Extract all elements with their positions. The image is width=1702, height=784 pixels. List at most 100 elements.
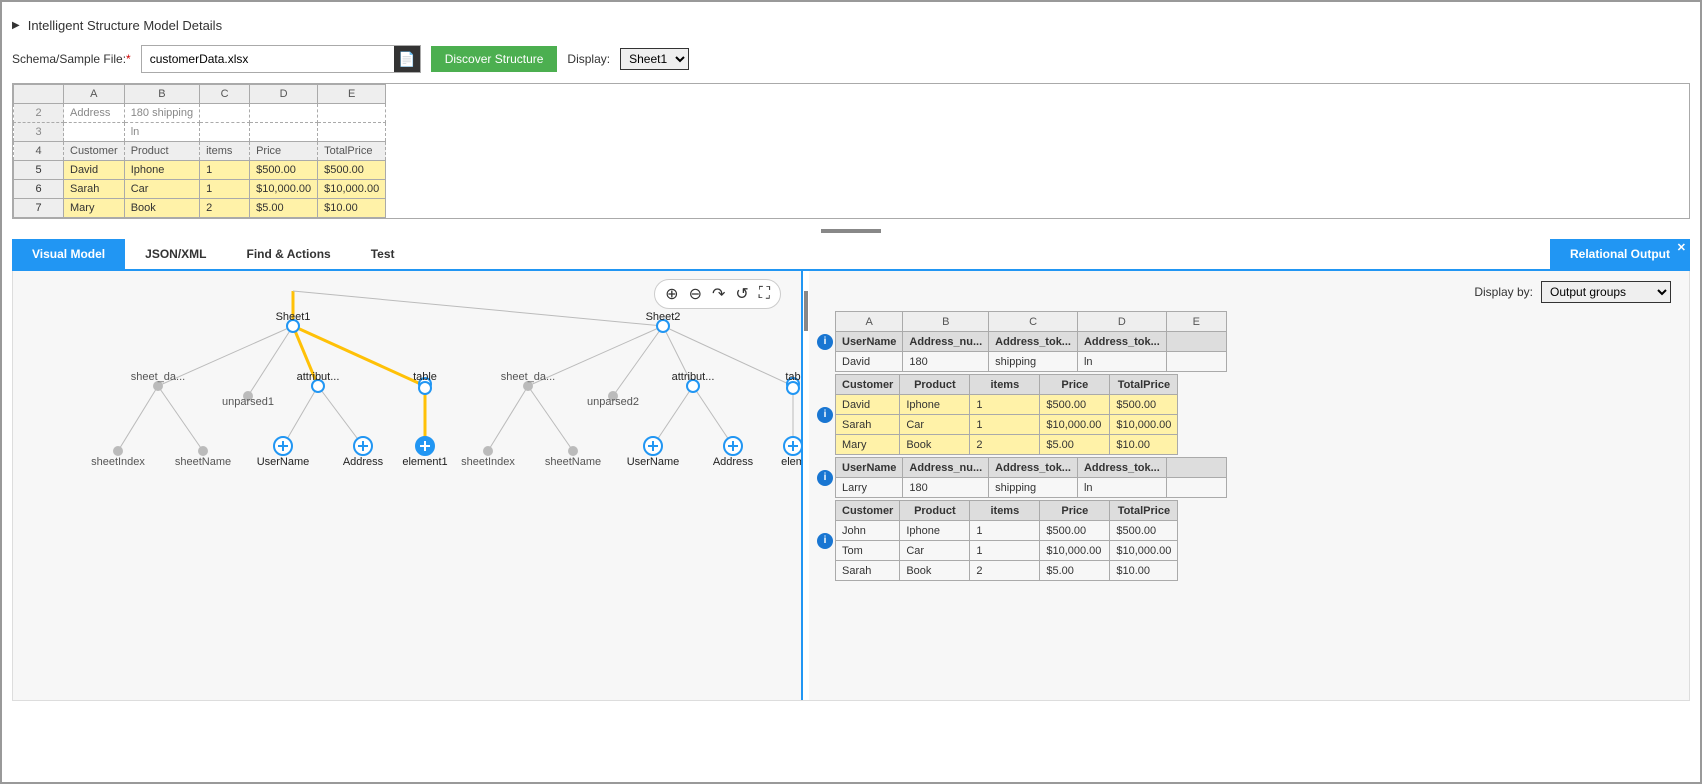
cell[interactable]: Sarah — [64, 180, 125, 199]
cell[interactable]: Customer — [64, 142, 125, 161]
cell[interactable]: UserName — [836, 332, 903, 352]
cell[interactable]: 1 — [200, 161, 250, 180]
cell[interactable]: items — [970, 501, 1040, 521]
cell[interactable]: items — [200, 142, 250, 161]
zoom-out-icon[interactable]: ⊖ — [689, 284, 702, 304]
tab-visual-model[interactable]: Visual Model — [12, 239, 125, 269]
file-input[interactable] — [142, 48, 394, 70]
table-row[interactable]: Larry180shippingln — [836, 478, 1227, 498]
cell[interactable]: shipping — [989, 352, 1078, 372]
info-icon[interactable]: i — [817, 334, 833, 350]
cell[interactable]: ln — [1077, 352, 1166, 372]
info-icon[interactable]: i — [817, 533, 833, 549]
cell[interactable] — [318, 123, 386, 142]
cell[interactable]: Address_nu... — [903, 458, 989, 478]
cell[interactable]: Car — [124, 180, 199, 199]
display-by-select[interactable]: Output groups — [1541, 281, 1671, 303]
redo-icon[interactable]: ↷ — [712, 284, 725, 304]
cell[interactable]: Book — [124, 199, 199, 218]
cell[interactable]: $10.00 — [318, 199, 386, 218]
fit-icon[interactable]: ⛶ — [759, 285, 770, 303]
cell[interactable]: $10.00 — [1110, 435, 1178, 455]
cell[interactable]: Iphone — [124, 161, 199, 180]
table-row[interactable]: 3ln — [14, 123, 386, 142]
table-row[interactable]: 5DavidIphone1$500.00$500.00 — [14, 161, 386, 180]
cell[interactable]: 2 — [970, 561, 1040, 581]
cell[interactable] — [250, 123, 318, 142]
cell[interactable]: 1 — [970, 415, 1040, 435]
tree-node-label[interactable]: sheet_da... — [501, 371, 555, 383]
cell[interactable]: 2 — [200, 199, 250, 218]
cell[interactable] — [1166, 478, 1226, 498]
tree-node-label[interactable]: sheet_da... — [131, 371, 185, 383]
tree-node-label[interactable]: sheetIndex — [91, 456, 145, 468]
table-row[interactable]: 7MaryBook2$5.00$10.00 — [14, 199, 386, 218]
tab-test[interactable]: Test — [351, 239, 415, 269]
cell[interactable] — [250, 104, 318, 123]
tree-node-label[interactable]: sheetName — [175, 456, 231, 468]
cell[interactable]: Address — [64, 104, 125, 123]
cell[interactable]: Book — [900, 435, 970, 455]
tree-svg[interactable] — [13, 271, 801, 700]
cell[interactable]: $10,000.00 — [250, 180, 318, 199]
table-row[interactable]: UserNameAddress_nu...Address_tok...Addre… — [836, 458, 1227, 478]
cell[interactable]: Product — [900, 375, 970, 395]
cell[interactable]: $5.00 — [1040, 435, 1110, 455]
cell[interactable] — [200, 123, 250, 142]
cell[interactable]: $10,000.00 — [318, 180, 386, 199]
cell[interactable]: $500.00 — [1040, 395, 1110, 415]
cell[interactable] — [1166, 352, 1226, 372]
table-row[interactable]: MaryBook2$5.00$10.00 — [836, 435, 1178, 455]
cell[interactable]: John — [836, 521, 900, 541]
cell[interactable]: 2 — [970, 435, 1040, 455]
tree-node-label[interactable]: elem — [781, 456, 803, 468]
cell[interactable]: $10.00 — [1110, 561, 1178, 581]
cell[interactable]: Address_tok... — [1077, 458, 1166, 478]
cell[interactable]: David — [64, 161, 125, 180]
table-row[interactable]: JohnIphone1$500.00$500.00 — [836, 521, 1178, 541]
info-icon[interactable]: i — [817, 470, 833, 486]
tree-node-label[interactable]: Sheet1 — [276, 311, 311, 323]
cell[interactable] — [200, 104, 250, 123]
undo-icon[interactable]: ↺ — [735, 284, 748, 304]
zoom-in-icon[interactable]: ⊕ — [665, 284, 678, 304]
cell[interactable] — [1166, 458, 1226, 478]
close-icon[interactable]: ✕ — [1677, 241, 1686, 254]
tree-node-label[interactable]: unparsed2 — [587, 396, 639, 408]
cell[interactable]: Mary — [836, 435, 900, 455]
cell[interactable]: Address_tok... — [1077, 332, 1166, 352]
cell[interactable]: $500.00 — [250, 161, 318, 180]
discover-structure-button[interactable]: Discover Structure — [431, 46, 558, 72]
tree-node-label[interactable]: attribut... — [297, 371, 340, 383]
table-row[interactable]: CustomerProductitemsPriceTotalPrice — [836, 375, 1178, 395]
cell[interactable]: Product — [900, 501, 970, 521]
table-row[interactable]: SarahBook2$5.00$10.00 — [836, 561, 1178, 581]
cell[interactable]: 1 — [970, 395, 1040, 415]
cell[interactable]: $5.00 — [1040, 561, 1110, 581]
cell[interactable]: ln — [1077, 478, 1166, 498]
cell[interactable]: $10,000.00 — [1110, 541, 1178, 561]
cell[interactable]: items — [970, 375, 1040, 395]
cell[interactable]: Address_tok... — [989, 332, 1078, 352]
tab-relational-output[interactable]: Relational Output ✕ — [1550, 239, 1690, 269]
cell[interactable]: Price — [1040, 375, 1110, 395]
tree-node-label[interactable]: sheetIndex — [461, 456, 515, 468]
tree-node-label[interactable]: attribut... — [672, 371, 715, 383]
cell[interactable]: Price — [250, 142, 318, 161]
tree-node-label[interactable]: table — [413, 371, 437, 383]
cell[interactable]: 180 — [903, 352, 989, 372]
cell[interactable] — [318, 104, 386, 123]
cell[interactable]: Car — [900, 541, 970, 561]
cell[interactable]: ln — [124, 123, 199, 142]
table-row[interactable]: 4CustomerProductitemsPriceTotalPrice — [14, 142, 386, 161]
cell[interactable]: 180 — [903, 478, 989, 498]
cell[interactable]: shipping — [989, 478, 1078, 498]
cell[interactable]: Iphone — [900, 395, 970, 415]
cell[interactable]: TotalPrice — [318, 142, 386, 161]
table-row[interactable]: UserNameAddress_nu...Address_tok...Addre… — [836, 332, 1227, 352]
tree-node-label[interactable]: UserName — [627, 456, 680, 468]
tree-node-label[interactable]: unparsed1 — [222, 396, 274, 408]
table-row[interactable]: 2Address180 shipping — [14, 104, 386, 123]
cell[interactable]: Customer — [836, 375, 900, 395]
cell[interactable]: $500.00 — [318, 161, 386, 180]
